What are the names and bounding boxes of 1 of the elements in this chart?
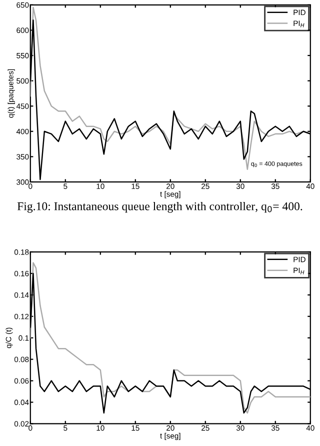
caption: Fig.10: Instantaneous queue length with controller, q$_{0}$= 400.	[17, 202, 302, 213]
